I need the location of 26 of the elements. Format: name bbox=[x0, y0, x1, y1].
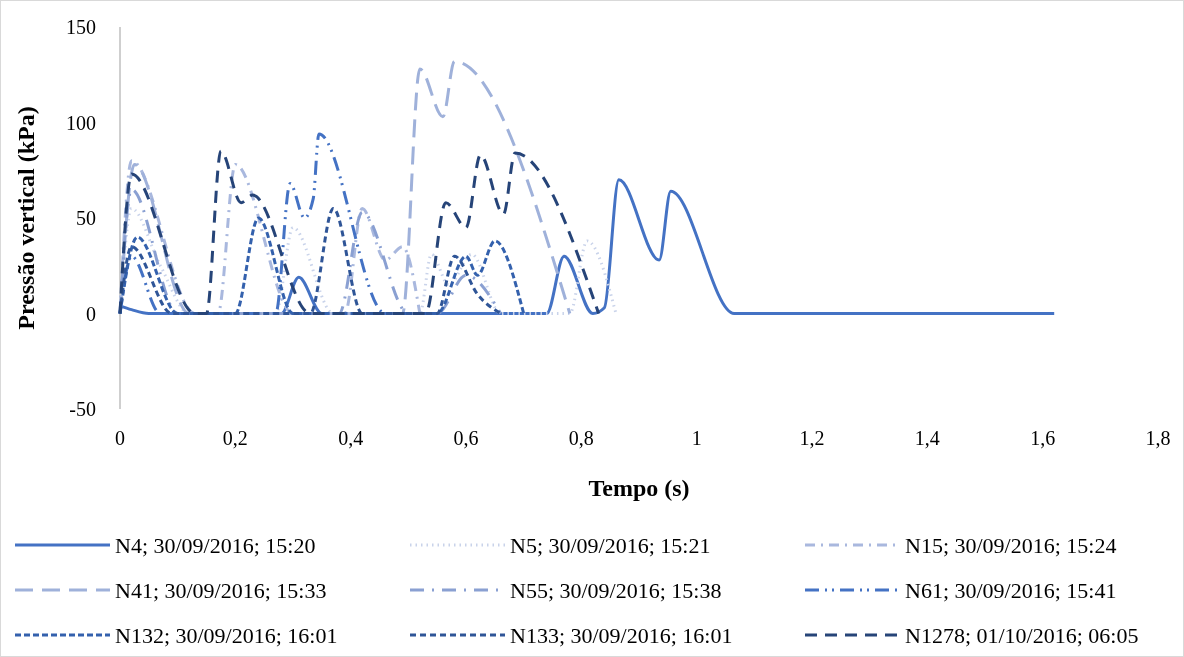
legend-label: N61; 30/09/2016; 15:41 bbox=[905, 577, 1117, 603]
legend-label: N1278; 01/10/2016; 06:05 bbox=[905, 622, 1139, 648]
x-tick-label: 1,4 bbox=[914, 427, 940, 449]
x-tick-label: 0,2 bbox=[222, 427, 248, 449]
x-tick-label: 1 bbox=[691, 427, 702, 449]
y-tick-label: 150 bbox=[66, 16, 96, 38]
x-tick-label: 1,6 bbox=[1030, 427, 1056, 449]
x-tick-label: 0,4 bbox=[338, 427, 364, 449]
x-tick-label: 1,2 bbox=[799, 427, 825, 449]
x-tick-label: 0,8 bbox=[568, 427, 594, 449]
legend-label: N133; 30/09/2016; 16:01 bbox=[510, 622, 733, 648]
y-tick-label: 0 bbox=[86, 302, 96, 325]
y-tick-label: 100 bbox=[66, 111, 96, 134]
y-tick-label: 50 bbox=[76, 207, 96, 229]
x-axis-title: Tempo (s) bbox=[588, 475, 690, 501]
legend-label: N41; 30/09/2016; 15:33 bbox=[115, 577, 327, 603]
legend-label: N15; 30/09/2016; 15:24 bbox=[905, 532, 1117, 558]
x-tick-label: 1,8 bbox=[1145, 427, 1171, 449]
x-tick-label: 0,6 bbox=[453, 427, 479, 449]
legend-label: N4; 30/09/2016; 15:20 bbox=[115, 532, 316, 558]
x-tick-label: 0 bbox=[115, 427, 125, 449]
y-tick-label: -50 bbox=[69, 398, 96, 420]
legend-label: N132; 30/09/2016; 16:01 bbox=[115, 622, 338, 648]
y-axis-title: Pressão vertical (kPa) bbox=[13, 106, 39, 330]
legend-label: N55; 30/09/2016; 15:38 bbox=[510, 577, 722, 603]
legend-label: N5; 30/09/2016; 15:21 bbox=[510, 532, 711, 558]
